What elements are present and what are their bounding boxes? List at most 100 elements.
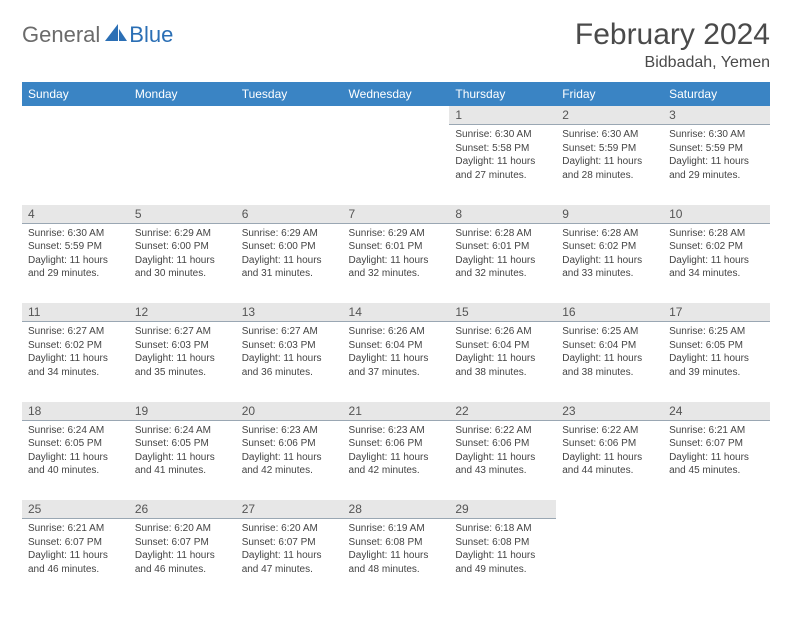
sunrise-text: Sunrise: 6:23 AM bbox=[242, 424, 337, 438]
day-content-cell bbox=[343, 125, 450, 205]
day-content-cell bbox=[129, 125, 236, 205]
day-number-cell: 26 bbox=[129, 500, 236, 519]
day-content-cell: Sunrise: 6:19 AMSunset: 6:08 PMDaylight:… bbox=[343, 519, 450, 599]
sunrise-text: Sunrise: 6:23 AM bbox=[349, 424, 444, 438]
sunrise-text: Sunrise: 6:26 AM bbox=[349, 325, 444, 339]
day-content-cell: Sunrise: 6:30 AMSunset: 5:59 PMDaylight:… bbox=[22, 223, 129, 303]
day-content-cell: Sunrise: 6:18 AMSunset: 6:08 PMDaylight:… bbox=[449, 519, 556, 599]
sunset-text: Sunset: 6:06 PM bbox=[562, 437, 657, 451]
day-number-cell: 22 bbox=[449, 402, 556, 421]
day-number-cell: 16 bbox=[556, 303, 663, 322]
sunset-text: Sunset: 6:05 PM bbox=[135, 437, 230, 451]
sunrise-text: Sunrise: 6:30 AM bbox=[28, 227, 123, 241]
content-row: Sunrise: 6:27 AM Sunset: 6:02 PM Daylight:… bbox=[22, 322, 770, 402]
sunset-text: Sunset: 5:59 PM bbox=[669, 142, 764, 156]
sunset-text: Sunset: 6:03 PM bbox=[135, 339, 230, 353]
daylight-text: Daylight: 11 hours and 38 minutes. bbox=[562, 352, 657, 379]
sunset-text: Sunset: 5:59 PM bbox=[28, 240, 123, 254]
sunrise-text: Sunrise: 6:27 AM bbox=[135, 325, 230, 339]
title-block: February 2024 Bidbadah, Yemen bbox=[575, 18, 770, 72]
sunrise-text: Sunrise: 6:21 AM bbox=[669, 424, 764, 438]
day-content-cell: Sunrise: 6:28 AMSunset: 6:01 PMDaylight:… bbox=[449, 223, 556, 303]
daylight-text: Daylight: 11 hours and 42 minutes. bbox=[242, 451, 337, 478]
sunset-text: Sunset: 6:02 PM bbox=[669, 240, 764, 254]
sunset-text: Sunset: 6:01 PM bbox=[455, 240, 550, 254]
day-content-cell bbox=[236, 125, 343, 205]
day-header: Friday bbox=[556, 82, 663, 106]
sunrise-text: Sunrise: 6:24 AM bbox=[28, 424, 123, 438]
daylight-text: Daylight: 11 hours and 30 minutes. bbox=[135, 254, 230, 281]
day-number-cell: 28 bbox=[343, 500, 450, 519]
daylight-text: Daylight: 11 hours and 45 minutes. bbox=[669, 451, 764, 478]
day-content-cell: Sunrise: 6:26 AMSunset: 6:04 PMDaylight:… bbox=[449, 322, 556, 402]
daylight-text: Daylight: 11 hours and 42 minutes. bbox=[349, 451, 444, 478]
day-number-cell: 24 bbox=[663, 402, 770, 421]
daylight-text: Daylight: 11 hours and 40 minutes. bbox=[28, 451, 123, 478]
day-content-cell: Sunrise: 6:25 AMSunset: 6:05 PMDaylight:… bbox=[663, 322, 770, 402]
daylight-text: Daylight: 11 hours and 37 minutes. bbox=[349, 352, 444, 379]
sunset-text: Sunset: 6:05 PM bbox=[28, 437, 123, 451]
sunset-text: Sunset: 6:01 PM bbox=[349, 240, 444, 254]
daylight-text: Daylight: 11 hours and 33 minutes. bbox=[562, 254, 657, 281]
day-number-cell: 1 bbox=[449, 106, 556, 125]
sunrise-text: Sunrise: 6:25 AM bbox=[669, 325, 764, 339]
day-content-cell: Sunrise: 6:30 AMSunset: 5:58 PMDaylight:… bbox=[449, 125, 556, 205]
content-row: Sunrise: 6:30 AMSunset: 5:58 PMDaylight:… bbox=[22, 125, 770, 205]
sunset-text: Sunset: 6:00 PM bbox=[135, 240, 230, 254]
day-content-cell: Sunrise: 6:24 AMSunset: 6:05 PMDaylight:… bbox=[22, 420, 129, 500]
content-row: Sunrise: 6:30 AMSunset: 5:59 PM Daylight:… bbox=[22, 223, 770, 303]
daynum-row: 2526272829 bbox=[22, 500, 770, 519]
sunrise-text: Sunrise: 6:19 AM bbox=[349, 522, 444, 536]
day-number-cell: 18 bbox=[22, 402, 129, 421]
day-header: Thursday bbox=[449, 82, 556, 106]
daylight-text: Daylight: 11 hours and 46 minutes. bbox=[28, 549, 123, 576]
sunrise-text: Sunrise: 6:30 AM bbox=[669, 128, 764, 142]
day-number-cell: 3 bbox=[663, 106, 770, 125]
logo: General Blue bbox=[22, 22, 173, 48]
day-number-cell: 20 bbox=[236, 402, 343, 421]
sunset-text: Sunset: 6:02 PM bbox=[562, 240, 657, 254]
sunrise-text: Sunrise: 6:28 AM bbox=[669, 227, 764, 241]
day-header: Sunday bbox=[22, 82, 129, 106]
sunset-text: Sunset: 6:07 PM bbox=[669, 437, 764, 451]
sunrise-text: Sunrise: 6:30 AM bbox=[562, 128, 657, 142]
logo-text-general: General bbox=[22, 22, 100, 48]
sunrise-text: Sunrise: 6:28 AM bbox=[455, 227, 550, 241]
daylight-text: Daylight: 11 hours and 44 minutes. bbox=[562, 451, 657, 478]
day-number-cell: 21 bbox=[343, 402, 450, 421]
sunset-text: Sunset: 5:58 PM bbox=[455, 142, 550, 156]
daylight-text: Daylight: 11 hours and 38 minutes. bbox=[455, 352, 550, 379]
day-number-cell bbox=[236, 106, 343, 125]
day-header: Wednesday bbox=[343, 82, 450, 106]
daylight-text: Daylight: 11 hours and 41 minutes. bbox=[135, 451, 230, 478]
day-content-cell: Sunrise: 6:28 AMSunset: 6:02 PMDaylight:… bbox=[663, 223, 770, 303]
sunset-text: Sunset: 6:04 PM bbox=[349, 339, 444, 353]
daynum-row: 11121314151617 bbox=[22, 303, 770, 322]
sunrise-text: Sunrise: 6:22 AM bbox=[562, 424, 657, 438]
day-content-cell: Sunrise: 6:26 AMSunset: 6:04 PMDaylight:… bbox=[343, 322, 450, 402]
day-number-cell: 9 bbox=[556, 205, 663, 224]
day-number-cell: 2 bbox=[556, 106, 663, 125]
day-content-cell: Sunrise: 6:21 AMSunset: 6:07 PMDaylight:… bbox=[22, 519, 129, 599]
sunset-text: Sunset: 6:07 PM bbox=[242, 536, 337, 550]
day-number-cell: 7 bbox=[343, 205, 450, 224]
sunrise-text: Sunrise: 6:20 AM bbox=[242, 522, 337, 536]
day-content-cell: Sunrise: 6:20 AMSunset: 6:07 PMDaylight:… bbox=[129, 519, 236, 599]
daylight-text: Daylight: 11 hours and 32 minutes. bbox=[455, 254, 550, 281]
sunset-text: Sunset: 6:04 PM bbox=[562, 339, 657, 353]
day-number-cell bbox=[663, 500, 770, 519]
month-title: February 2024 bbox=[575, 18, 770, 52]
sunset-text: Sunset: 6:02 PM bbox=[28, 339, 123, 353]
sunset-text: Sunset: 6:06 PM bbox=[455, 437, 550, 451]
sunset-text: Sunset: 6:08 PM bbox=[455, 536, 550, 550]
day-content-cell: Sunrise: 6:20 AMSunset: 6:07 PMDaylight:… bbox=[236, 519, 343, 599]
daylight-text: Daylight: 11 hours and 36 minutes. bbox=[242, 352, 337, 379]
day-content-cell bbox=[663, 519, 770, 599]
sunrise-text: Sunrise: 6:24 AM bbox=[135, 424, 230, 438]
day-number-cell: 8 bbox=[449, 205, 556, 224]
sunrise-text: Sunrise: 6:21 AM bbox=[28, 522, 123, 536]
sunrise-text: Sunrise: 6:29 AM bbox=[135, 227, 230, 241]
day-content-cell: Sunrise: 6:23 AMSunset: 6:06 PMDaylight:… bbox=[343, 420, 450, 500]
sunset-text: Sunset: 6:07 PM bbox=[28, 536, 123, 550]
day-content-cell: Sunrise: 6:27 AMSunset: 6:03 PMDaylight:… bbox=[129, 322, 236, 402]
